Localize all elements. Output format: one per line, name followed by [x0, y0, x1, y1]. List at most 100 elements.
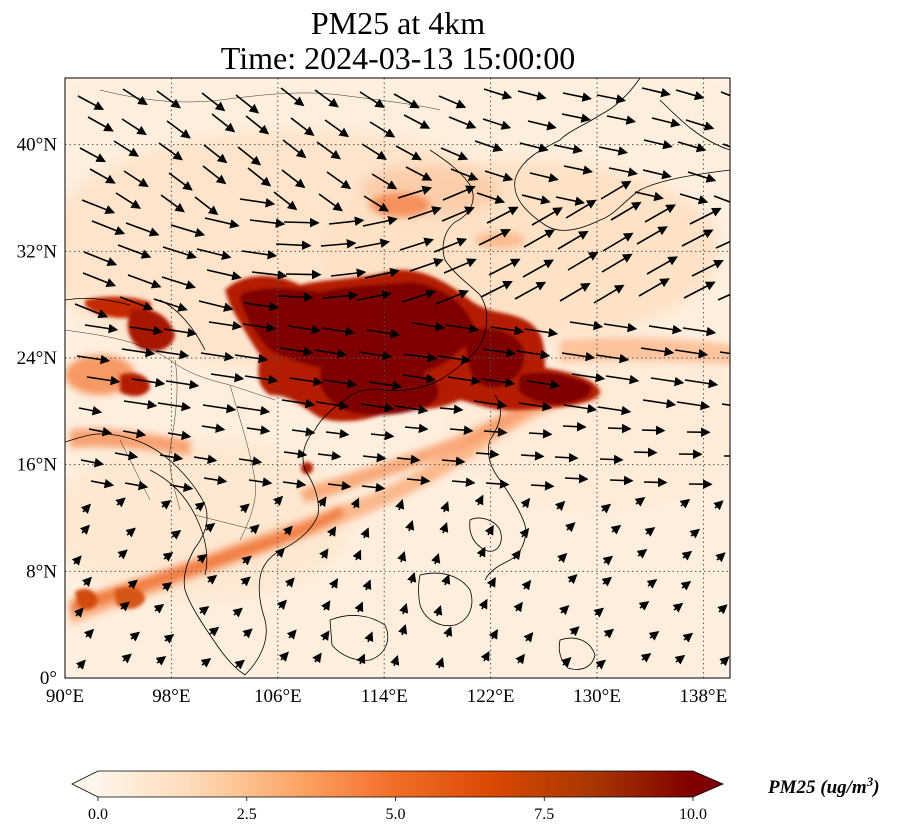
wind-arrow	[71, 555, 82, 566]
wind-arrow	[395, 145, 422, 161]
wind-arrow	[449, 425, 474, 435]
wind-arrow	[674, 348, 709, 359]
wind-arrow	[239, 503, 250, 514]
wind-arrow	[247, 167, 272, 187]
wind-arrow	[681, 550, 693, 561]
wind-arrow	[155, 349, 190, 360]
colorbar-high-extension	[693, 771, 723, 797]
wind-arrow	[232, 607, 243, 618]
wind-arrow	[483, 427, 508, 437]
wind-arrow	[595, 659, 607, 670]
wind-arrow	[564, 473, 589, 484]
wind-arrow	[88, 426, 113, 437]
wind-arrow	[642, 398, 677, 409]
wind-arrow	[522, 259, 555, 278]
wind-arrow	[674, 654, 686, 665]
wind-arrow	[158, 142, 183, 161]
wind-arrow	[204, 217, 240, 229]
wind-arrow	[208, 626, 220, 637]
wind-arrow	[322, 290, 359, 301]
wind-arrow	[280, 87, 305, 107]
wind-arrow	[634, 191, 664, 202]
wind-arrow	[529, 172, 559, 183]
longitude-tick-label: 106°E	[254, 686, 302, 707]
wind-arrow	[441, 456, 466, 466]
wind-arrow	[431, 553, 441, 565]
wind-arrow	[474, 494, 484, 506]
wind-arrow	[291, 427, 316, 437]
latitude-tick-labels: 0° 8°N 16°N 24°N 32°N 40°N	[17, 135, 58, 689]
longitude-tick-label: 90°E	[46, 686, 84, 707]
map-frame	[64, 77, 731, 679]
wind-arrow	[473, 399, 508, 410]
wind-arrow	[86, 375, 121, 386]
wind-arrow	[684, 378, 719, 389]
wind-arrow	[283, 449, 308, 459]
wind-arrow	[715, 240, 730, 249]
wind-arrow	[641, 87, 671, 98]
wind-arrow	[397, 185, 433, 199]
wind-arrow	[245, 115, 270, 135]
wind-arrow	[368, 380, 403, 391]
wind-arrow	[634, 497, 646, 507]
wind-arrow	[203, 144, 228, 164]
wind-arrow	[90, 478, 115, 489]
wind-arrow	[722, 143, 730, 148]
wind-arrow	[524, 327, 559, 338]
wind-arrow	[206, 574, 218, 585]
wind-arrow	[530, 481, 555, 491]
wind-arrow	[433, 605, 443, 617]
wind-arrow	[399, 237, 434, 251]
wind-arrow	[356, 653, 366, 665]
wind-arrow	[555, 196, 585, 206]
wind-arrow	[202, 403, 237, 414]
wind-arrow	[83, 251, 118, 267]
wind-arrow	[610, 201, 642, 221]
wind-arrow	[603, 628, 615, 639]
wind-arrow	[193, 454, 218, 464]
wind-arrow	[527, 120, 557, 131]
wind-arrow	[84, 323, 119, 334]
wind-arrow	[435, 657, 445, 669]
wind-arrow	[486, 576, 496, 588]
wind-arrow	[441, 206, 475, 222]
wind-arrow	[162, 246, 197, 260]
wind-arrow	[281, 398, 316, 409]
wind-arrow	[80, 457, 105, 468]
wind-arrow	[155, 655, 167, 666]
wind-arrow	[362, 215, 398, 227]
wind-arrow	[201, 92, 226, 112]
wind-arrow	[561, 351, 596, 362]
wind-arrow	[597, 405, 632, 416]
wind-arrow	[244, 374, 279, 385]
wind-arrow	[326, 526, 337, 537]
wind-arrow	[395, 499, 405, 511]
wind-arrow	[125, 222, 160, 237]
wind-arrow	[328, 578, 339, 589]
wind-arrow	[644, 527, 656, 537]
wind-arrow	[559, 604, 570, 616]
wind-arrow	[121, 653, 132, 664]
wind-arrow	[433, 237, 468, 253]
wind-arrow	[565, 199, 597, 219]
wind-arrow	[526, 379, 561, 390]
wind-arrow	[124, 480, 149, 491]
wind-arrow	[317, 496, 327, 508]
wind-arrow	[447, 375, 482, 386]
wind-arrow	[520, 451, 545, 461]
longitude-tick-labels: 90°E 98°E 106°E 114°E 122°E 130°E 138°E	[46, 686, 727, 707]
wind-arrow	[476, 546, 486, 558]
wind-arrow	[445, 323, 480, 334]
wind-arrow	[571, 372, 606, 383]
wind-arrow	[682, 632, 694, 643]
wind-arrow	[170, 224, 206, 238]
wind-arrow	[521, 194, 551, 205]
wind-arrow	[248, 477, 273, 487]
wind-arrow	[602, 555, 614, 566]
wind-arrow	[196, 553, 208, 564]
wind-arrow	[324, 119, 350, 138]
wind-arrow	[567, 251, 599, 271]
wind-arrow	[362, 579, 372, 591]
wind-arrow	[520, 497, 531, 509]
wind-arrow	[411, 321, 446, 332]
